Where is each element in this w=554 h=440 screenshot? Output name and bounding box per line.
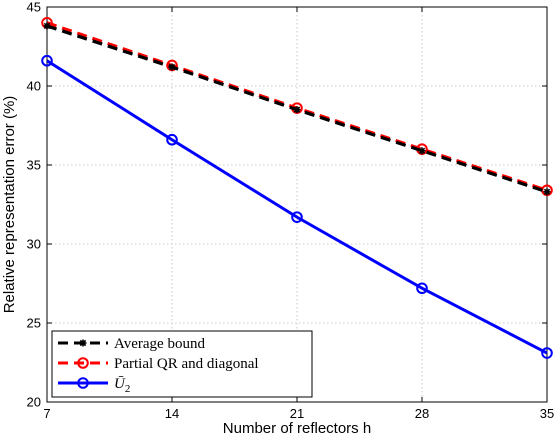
star-marker-d2 [79, 339, 87, 347]
legend-entry-u2: Ū2 [58, 376, 130, 395]
data-point-2-4 [541, 347, 553, 359]
x-tick-label: 35 [540, 406, 554, 421]
legend-marker-2 [77, 377, 89, 389]
y-tick-label: 20 [27, 395, 41, 410]
legend-label-partial-qr: Partial QR and diagonal [114, 356, 259, 372]
y-tick-label: 25 [27, 316, 41, 331]
y-tick-label: 40 [27, 79, 41, 94]
star-marker-d2 [168, 63, 176, 71]
data-point-0-1 [168, 63, 176, 71]
y-axis-label: Relative representation error (%) [1, 96, 18, 314]
legend-entry-partial-qr: Partial QR and diagonal [58, 356, 259, 372]
y-tick-label: 35 [27, 158, 41, 173]
x-tick-label: 28 [415, 406, 429, 421]
series-line-2 [46, 59, 548, 355]
data-point-0-2 [293, 106, 301, 114]
star-marker-d2 [293, 106, 301, 113]
legend-label-u2: Ū2 [114, 376, 130, 395]
data-point-0-4 [543, 188, 551, 196]
data-point-0-3 [418, 147, 426, 155]
legend-label-u2-subscript: 2 [125, 383, 131, 395]
series-0 [43, 22, 551, 196]
data-point-2-1 [166, 133, 178, 146]
data-point-2-2 [291, 211, 303, 223]
x-tick-label: 14 [165, 406, 179, 421]
x-tick-label: 21 [290, 406, 304, 421]
axis-ticks: 7 14 21 28 35 20 25 30 35 40 45 [27, 0, 554, 421]
series-2 [41, 54, 553, 359]
legend-marker-0 [79, 339, 87, 347]
y-tick-label: 45 [27, 0, 41, 15]
x-tick-label: 7 [43, 406, 50, 421]
data-point-0-0 [43, 22, 51, 30]
legend-marker-1 [77, 357, 89, 369]
legend-label-u2-base: Ū [114, 376, 126, 392]
y-tick-label: 30 [27, 237, 41, 252]
star-marker-d2 [543, 188, 551, 196]
data-point-2-3 [416, 282, 428, 295]
series-layer [41, 17, 553, 359]
star-marker-d2 [418, 147, 426, 154]
star-marker-d2 [43, 22, 51, 30]
legend-label-average-bound: Average bound [114, 336, 205, 352]
x-axis-label: Number of reflectors h [223, 420, 371, 437]
data-point-2-0 [41, 54, 53, 67]
legend: Average bound Partial QR and diagonal Ū2 [51, 330, 313, 398]
legend-entry-average-bound: Average bound [58, 336, 205, 352]
